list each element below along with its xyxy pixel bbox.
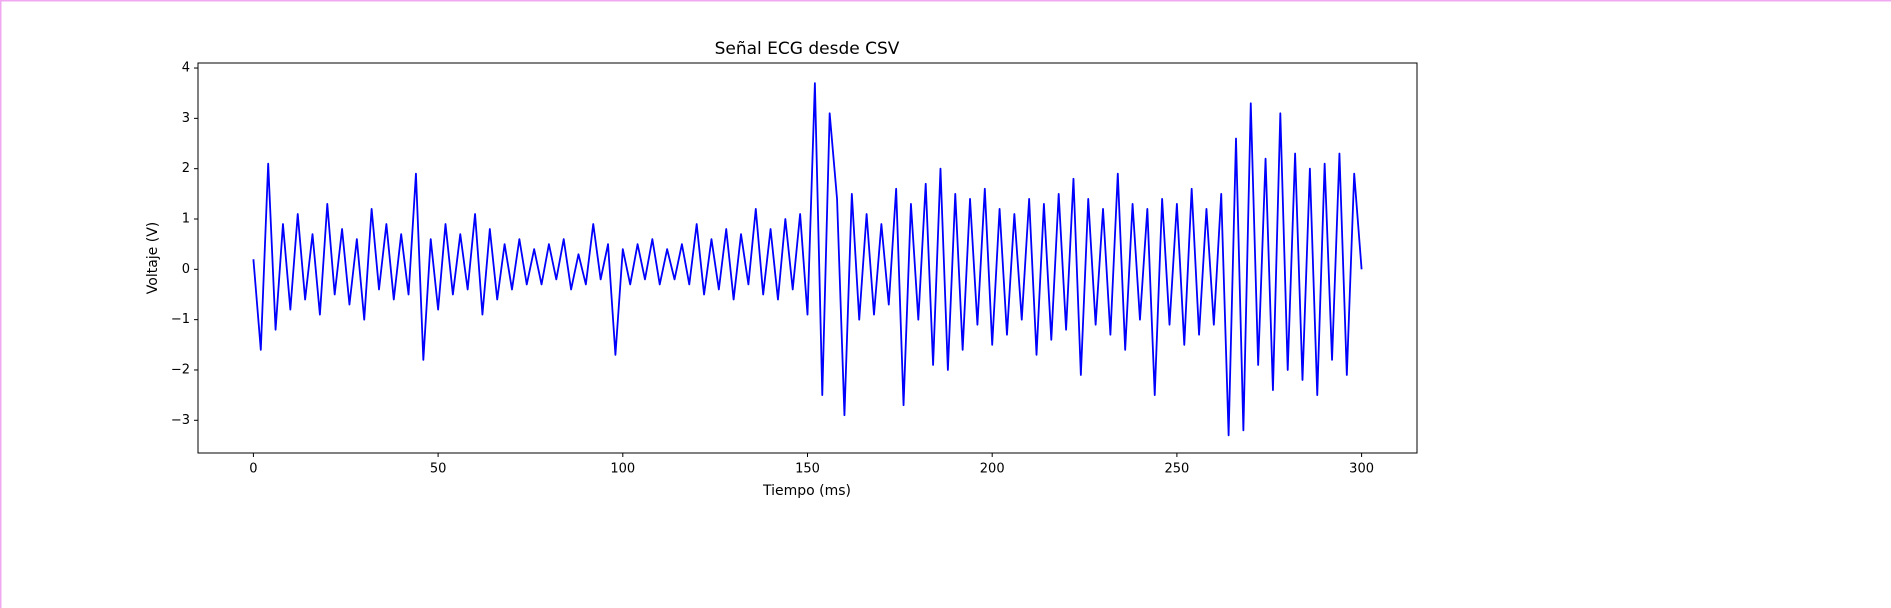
axes-frame xyxy=(197,62,1418,454)
plot-area xyxy=(252,82,1363,437)
x-tick-label: 150 xyxy=(795,462,820,477)
signal-line xyxy=(252,82,1363,437)
x-axis-label: Tiempo (ms) xyxy=(762,483,851,499)
x-tick-label: 250 xyxy=(1164,462,1189,477)
y-tick-label: 1 xyxy=(182,212,190,227)
y-tick-label: 4 xyxy=(182,61,190,76)
y-tick-label: −2 xyxy=(171,362,190,377)
x-tick-label: 200 xyxy=(980,462,1005,477)
x-tick-label: 300 xyxy=(1349,462,1374,477)
y-tick-label: 3 xyxy=(182,111,190,126)
x-tick-label: 50 xyxy=(430,462,447,477)
y-axis-label: Voltaje (V) xyxy=(145,222,161,294)
chart-title: Señal ECG desde CSV xyxy=(715,39,900,59)
x-tick-label: 0 xyxy=(249,462,257,477)
y-tick-label: −1 xyxy=(171,312,190,327)
y-tick-label: −3 xyxy=(171,413,190,428)
y-tick-label: 0 xyxy=(182,262,190,277)
y-tick-label: 2 xyxy=(182,161,190,176)
x-tick-label: 100 xyxy=(610,462,635,477)
